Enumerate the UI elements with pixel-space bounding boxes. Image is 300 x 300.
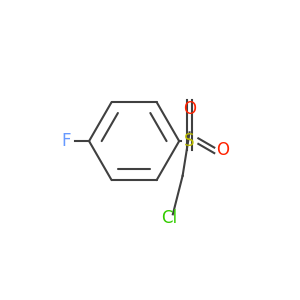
Text: O: O xyxy=(217,141,230,159)
Text: S: S xyxy=(184,132,195,150)
Text: O: O xyxy=(183,100,196,118)
Text: Cl: Cl xyxy=(161,209,177,227)
Text: F: F xyxy=(61,132,71,150)
